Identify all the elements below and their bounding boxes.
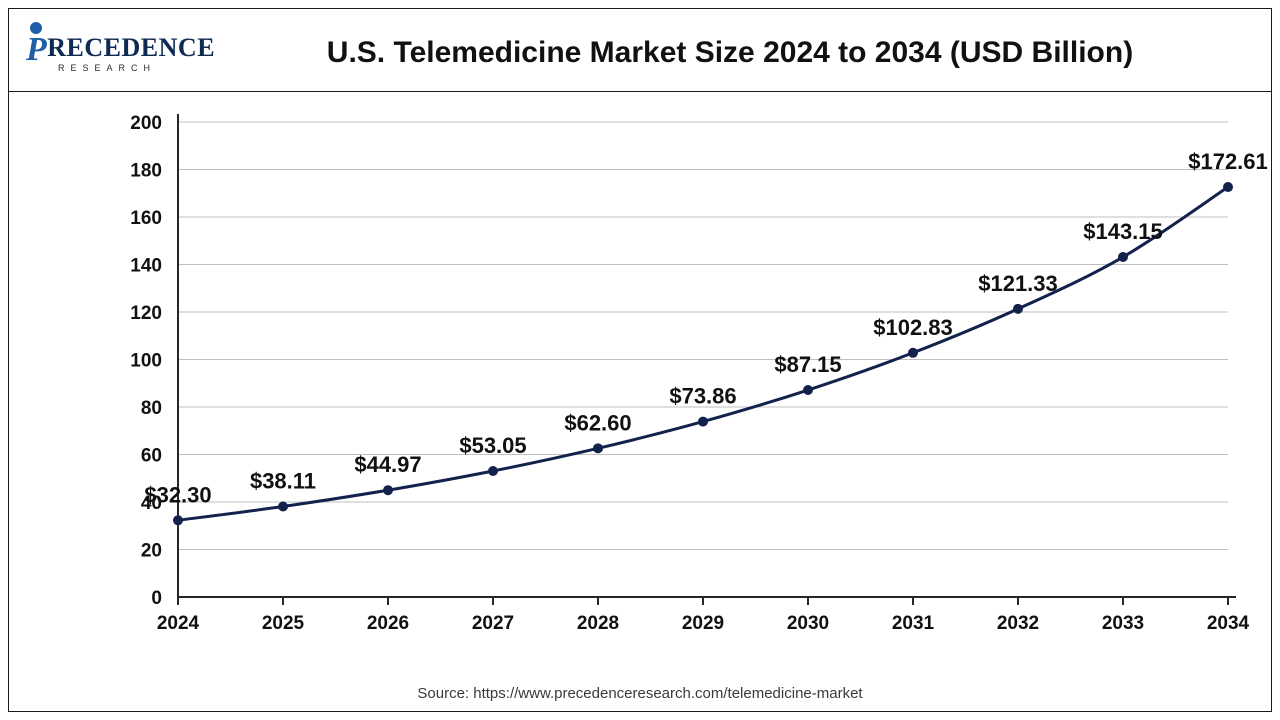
svg-text:200: 200	[130, 113, 162, 134]
svg-text:2029: 2029	[682, 613, 724, 634]
svg-text:$143.15: $143.15	[1083, 219, 1163, 244]
svg-text:2034: 2034	[1207, 613, 1250, 634]
svg-text:$53.05: $53.05	[459, 433, 526, 458]
svg-text:2033: 2033	[1102, 613, 1144, 634]
svg-text:2026: 2026	[367, 613, 409, 634]
svg-text:$87.15: $87.15	[774, 352, 841, 377]
svg-text:80: 80	[141, 398, 162, 419]
line-chart: 0204060801001201401601802002024202520262…	[8, 92, 1272, 652]
header-band: PRECEDENCE RESEARCH U.S. Telemedicine Ma…	[8, 8, 1272, 92]
svg-text:180: 180	[130, 161, 162, 182]
svg-text:2024: 2024	[157, 613, 200, 634]
svg-text:$38.11: $38.11	[250, 468, 316, 493]
svg-text:$121.33: $121.33	[978, 271, 1058, 296]
svg-text:$102.83: $102.83	[873, 315, 953, 340]
svg-text:2025: 2025	[262, 613, 305, 634]
svg-text:2027: 2027	[472, 613, 514, 634]
svg-text:2031: 2031	[892, 613, 935, 634]
svg-text:2030: 2030	[787, 613, 829, 634]
chart-area: 0204060801001201401601802002024202520262…	[8, 92, 1272, 682]
svg-text:$172.61: $172.61	[1188, 149, 1268, 174]
svg-text:2032: 2032	[997, 613, 1039, 634]
svg-text:160: 160	[130, 208, 162, 229]
svg-text:60: 60	[141, 446, 162, 467]
svg-text:20: 20	[141, 541, 162, 562]
source-citation: Source: https://www.precedenceresearch.c…	[0, 685, 1280, 702]
svg-text:140: 140	[130, 256, 162, 277]
svg-text:$62.60: $62.60	[564, 410, 631, 435]
svg-text:2028: 2028	[577, 613, 619, 634]
svg-text:100: 100	[130, 351, 162, 372]
chart-title: U.S. Telemedicine Market Size 2024 to 20…	[8, 36, 1272, 70]
svg-text:$73.86: $73.86	[669, 384, 736, 409]
svg-text:120: 120	[130, 303, 162, 324]
svg-text:$32.30: $32.30	[144, 482, 211, 507]
svg-text:$44.97: $44.97	[354, 452, 421, 477]
svg-text:0: 0	[151, 588, 162, 609]
